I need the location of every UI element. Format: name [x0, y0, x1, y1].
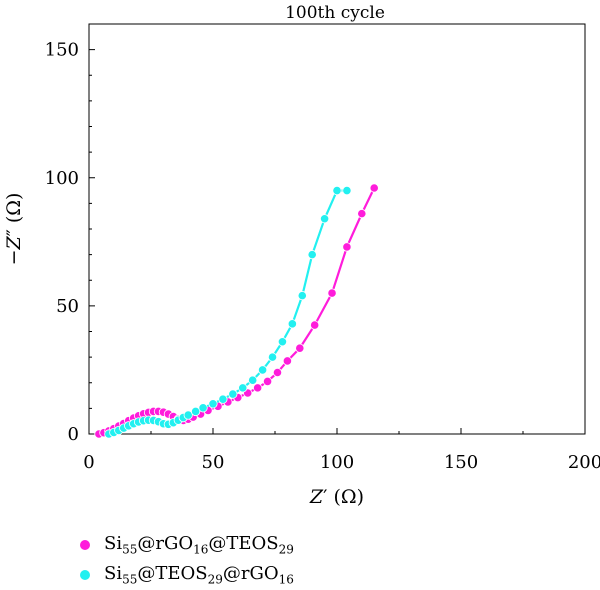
- series-2-point: [257, 365, 268, 375]
- series-2-point: [198, 403, 208, 413]
- series-2-point: [277, 337, 288, 347]
- series-1-point: [357, 209, 367, 219]
- y-axis-label: −Z″ (Ω): [3, 193, 25, 266]
- series-2-point: [183, 410, 193, 420]
- legend-item-series-2: Si55@TEOS29@rGO16: [80, 560, 294, 590]
- series-2-point: [238, 383, 248, 393]
- legend-marker-series-1: [80, 540, 90, 550]
- tick-labels: 0 50 100 150 200 0 50 100 150: [45, 40, 600, 473]
- series-2-point: [287, 319, 297, 329]
- y-tick-label: 50: [56, 296, 79, 317]
- series-2-point: [332, 185, 342, 196]
- series-2-point: [267, 352, 278, 362]
- series-1-point: [369, 183, 379, 193]
- x-tick-label: 0: [83, 452, 94, 473]
- series-1-point: [262, 376, 273, 387]
- y-tick-label: 100: [45, 168, 79, 189]
- series-1-point: [282, 356, 292, 366]
- plot-frame: [88, 23, 586, 435]
- legend-label-series-1: Si55@rGO16@TEOS29: [104, 533, 294, 557]
- legend-label-series-2: Si55@TEOS29@rGO16: [104, 563, 294, 587]
- x-tick-label: 150: [444, 452, 478, 473]
- series-1-point: [342, 242, 352, 252]
- y-tick-label: 150: [45, 40, 79, 61]
- x-tick-label: 100: [320, 452, 354, 473]
- legend-marker-series-2: [80, 570, 90, 580]
- series-2-point: [342, 185, 352, 196]
- series-2-point: [218, 394, 228, 404]
- series-2-point: [307, 250, 317, 260]
- series-2-point: [319, 214, 330, 224]
- series-2-point: [208, 399, 218, 409]
- axis-ticks: [88, 23, 586, 435]
- series-2-point: [191, 406, 201, 417]
- series-2-point: [228, 389, 238, 399]
- legend-item-series-1: Si55@rGO16@TEOS29: [80, 530, 294, 560]
- series-1-point: [327, 288, 337, 298]
- series-2-point: [297, 291, 307, 301]
- legend: Si55@rGO16@TEOS29 Si55@TEOS29@rGO16: [80, 530, 294, 590]
- x-tick-label: 200: [568, 452, 600, 473]
- y-tick-label: 0: [68, 424, 79, 445]
- series-2: [104, 185, 352, 439]
- series-1-point: [310, 320, 320, 330]
- series-group: [94, 183, 379, 439]
- series-1-point: [295, 343, 305, 353]
- series-2-line: [108, 189, 347, 436]
- series-1-point: [253, 383, 263, 393]
- series-1-point: [272, 367, 283, 378]
- x-axis-label: Z′ (Ω): [309, 486, 364, 508]
- series-2-point: [248, 375, 258, 385]
- x-tick-label: 50: [202, 452, 225, 473]
- series-1: [94, 183, 379, 439]
- chart-title: 100th cycle: [285, 3, 385, 23]
